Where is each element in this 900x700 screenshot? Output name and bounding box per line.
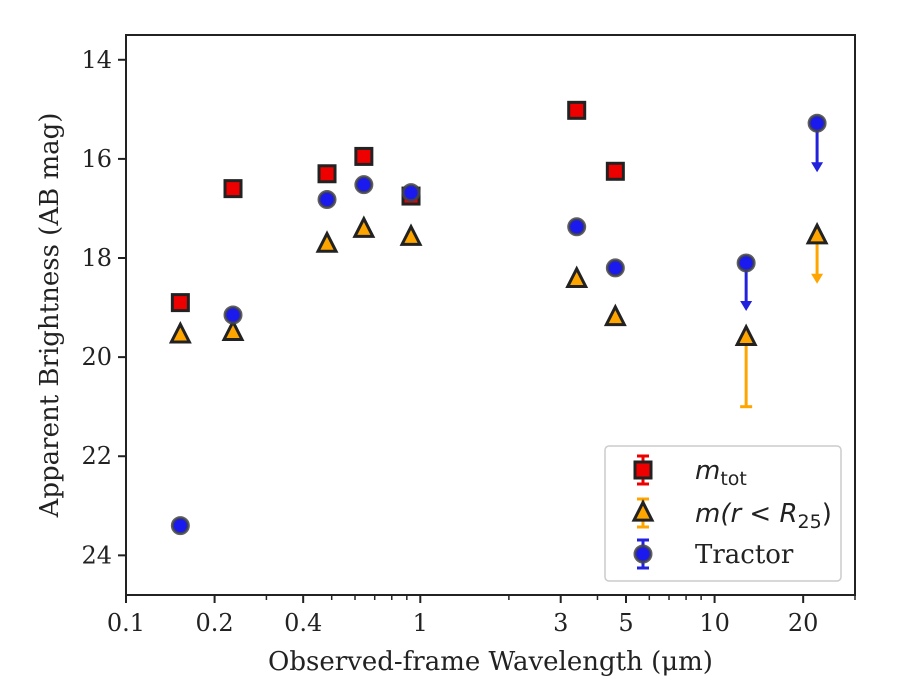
x-tick-label: 1: [413, 609, 428, 637]
legend-item: mtot: [633, 454, 747, 490]
legend-marker-triangle: [631, 499, 655, 522]
plot-frame: [125, 34, 856, 596]
legend-label: m(r < R25): [695, 499, 832, 533]
x-tick-label: 0.4: [284, 609, 322, 637]
data-point-square: [605, 161, 625, 181]
y-tick-label: 20: [81, 343, 112, 371]
data-point-circle: [807, 113, 827, 133]
series-triangle: [168, 215, 829, 409]
data-point-square: [317, 164, 337, 184]
legend-marker-square: [633, 460, 653, 480]
data-point-triangle: [565, 265, 589, 288]
data-point-triangle: [805, 221, 829, 245]
x-tick-label: 3: [553, 609, 568, 637]
data-point-triangle: [734, 323, 758, 346]
x-axis: 0.1 0.2 0.4 1 3 5 10 20: [107, 595, 856, 637]
legend-label: Tractor: [695, 540, 794, 570]
data-point-triangle: [399, 223, 423, 246]
plot-area: [168, 100, 829, 536]
x-tick-label: 0.1: [107, 609, 145, 637]
x-tick-label: 0.2: [196, 609, 234, 637]
data-point-triangle: [603, 303, 627, 327]
data-point-triangle: [168, 320, 192, 344]
data-point-circle: [317, 190, 337, 210]
data-point-square: [567, 100, 587, 120]
y-axis: 14 16 18 20 22 24: [81, 46, 126, 569]
y-tick-label: 16: [81, 145, 112, 173]
legend-item: Tractor: [633, 538, 794, 570]
data-point-circle: [170, 516, 190, 536]
series-circle: [170, 113, 827, 536]
data-point-circle: [605, 258, 625, 278]
data-point-circle: [401, 183, 421, 203]
y-tick-label: 22: [81, 442, 112, 470]
legend: mtot m(r < R25) Tractor: [604, 445, 842, 582]
error-bar: [740, 337, 753, 409]
x-tick-label: 10: [699, 609, 730, 637]
data-point-triangle: [221, 318, 245, 341]
data-point-triangle: [352, 215, 376, 238]
y-tick-label: 14: [81, 46, 112, 74]
legend-marker-circle: [633, 544, 653, 564]
legend-item: m(r < R25): [631, 497, 832, 533]
x-axis-label: Observed-frame Wavelength (μm): [268, 647, 713, 677]
data-point-circle: [354, 175, 374, 195]
data-point-circle: [736, 253, 756, 273]
series-square: [170, 100, 625, 313]
legend-label: mtot: [695, 456, 747, 490]
y-tick-label: 18: [81, 244, 112, 272]
legend-box: [604, 445, 842, 582]
data-point-square: [354, 146, 374, 166]
data-point-triangle: [315, 230, 339, 253]
data-point-square: [170, 293, 190, 313]
x-tick-label: 5: [618, 609, 633, 637]
y-axis-label: Apparent Brightness (AB mag): [35, 113, 65, 519]
y-tick-label: 24: [81, 541, 112, 569]
data-point-circle: [567, 217, 587, 237]
data-point-square: [223, 179, 243, 199]
data-point-circle: [223, 305, 243, 325]
x-tick-label: 20: [788, 609, 819, 637]
